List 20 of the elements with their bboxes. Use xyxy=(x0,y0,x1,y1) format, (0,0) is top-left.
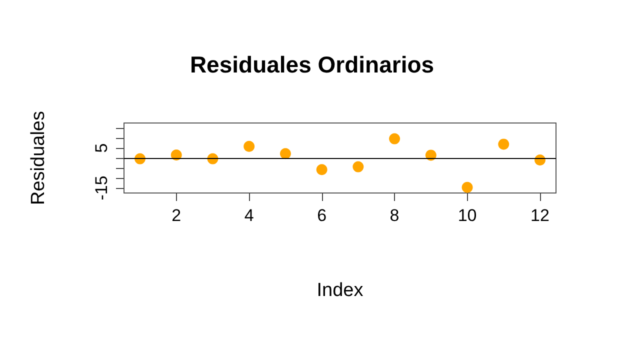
x-axis-title: Index xyxy=(316,280,364,301)
y-axis-title: Residuales xyxy=(28,111,49,205)
point xyxy=(498,138,510,150)
x-tick-label: 10 xyxy=(458,206,477,225)
y-tick-label: -15 xyxy=(92,176,111,200)
point xyxy=(244,140,255,152)
x-tick-label: 12 xyxy=(530,206,550,225)
x-tick-label: 8 xyxy=(390,206,400,225)
point xyxy=(316,164,328,176)
point xyxy=(170,150,182,160)
point xyxy=(462,182,473,193)
x-tick-label: 6 xyxy=(317,206,327,225)
point xyxy=(280,148,291,160)
x-tick-label: 4 xyxy=(244,206,254,225)
chart-title: Residuales Ordinarios xyxy=(190,52,434,78)
x-tick-label: 2 xyxy=(172,206,182,225)
point xyxy=(425,150,436,161)
point xyxy=(389,133,400,144)
y-tick-label: 5 xyxy=(92,143,111,153)
point xyxy=(352,161,364,172)
